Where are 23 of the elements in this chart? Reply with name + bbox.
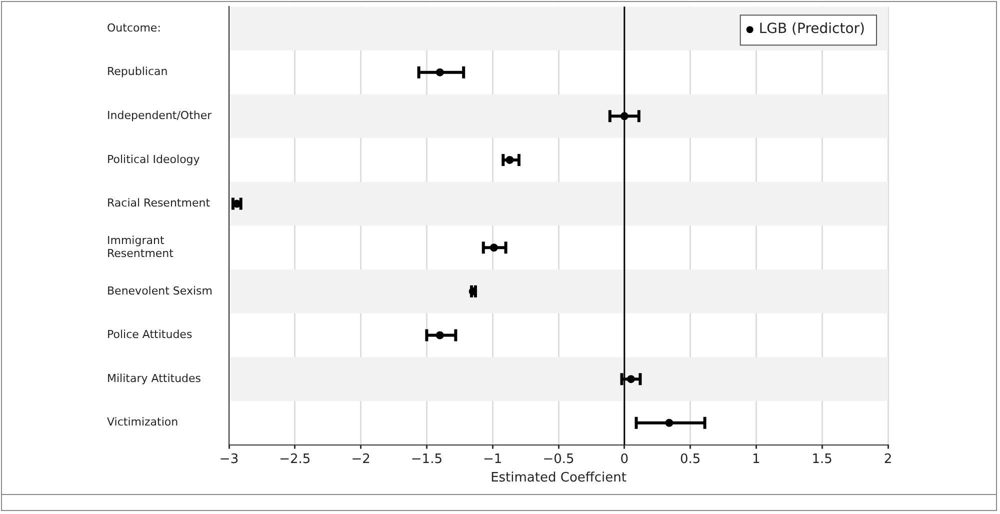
y-axis-title: Outcome: [107, 21, 161, 34]
x-axis-title: Estimated Coeffcient [490, 470, 626, 486]
y-tick-label: Political Ideology [107, 152, 200, 166]
x-tick-label: −2.5 [279, 452, 311, 467]
x-tick-label: −2 [351, 452, 370, 467]
y-tick-label: Immigrant Resentment [107, 234, 174, 260]
y-tick-label: Police Attitudes [107, 328, 192, 342]
legend-label: LGB (Predictor) [758, 21, 866, 38]
x-tick-label: −0.5 [542, 452, 574, 467]
y-tick-label: Racial Resentment [107, 196, 211, 210]
y-tick-label: Republican [107, 65, 168, 78]
x-tick-label: −1 [483, 452, 502, 467]
y-tick-label: Benevolent Sexism [107, 284, 212, 298]
x-tick-label: 2 [884, 452, 892, 467]
x-tick-label: 1.5 [812, 452, 832, 467]
x-tick-label: 1 [752, 452, 760, 467]
y-tick-label: Independent/Other [107, 109, 212, 122]
y-tick-label: Victimization [107, 416, 178, 429]
x-tick-label: −1.5 [410, 452, 442, 467]
y-tick-label: Military Attitudes [107, 372, 202, 385]
x-tick-label: 0 [620, 452, 629, 467]
x-tick-label: 0.5 [680, 452, 701, 467]
x-tick-label: −3 [219, 452, 239, 467]
